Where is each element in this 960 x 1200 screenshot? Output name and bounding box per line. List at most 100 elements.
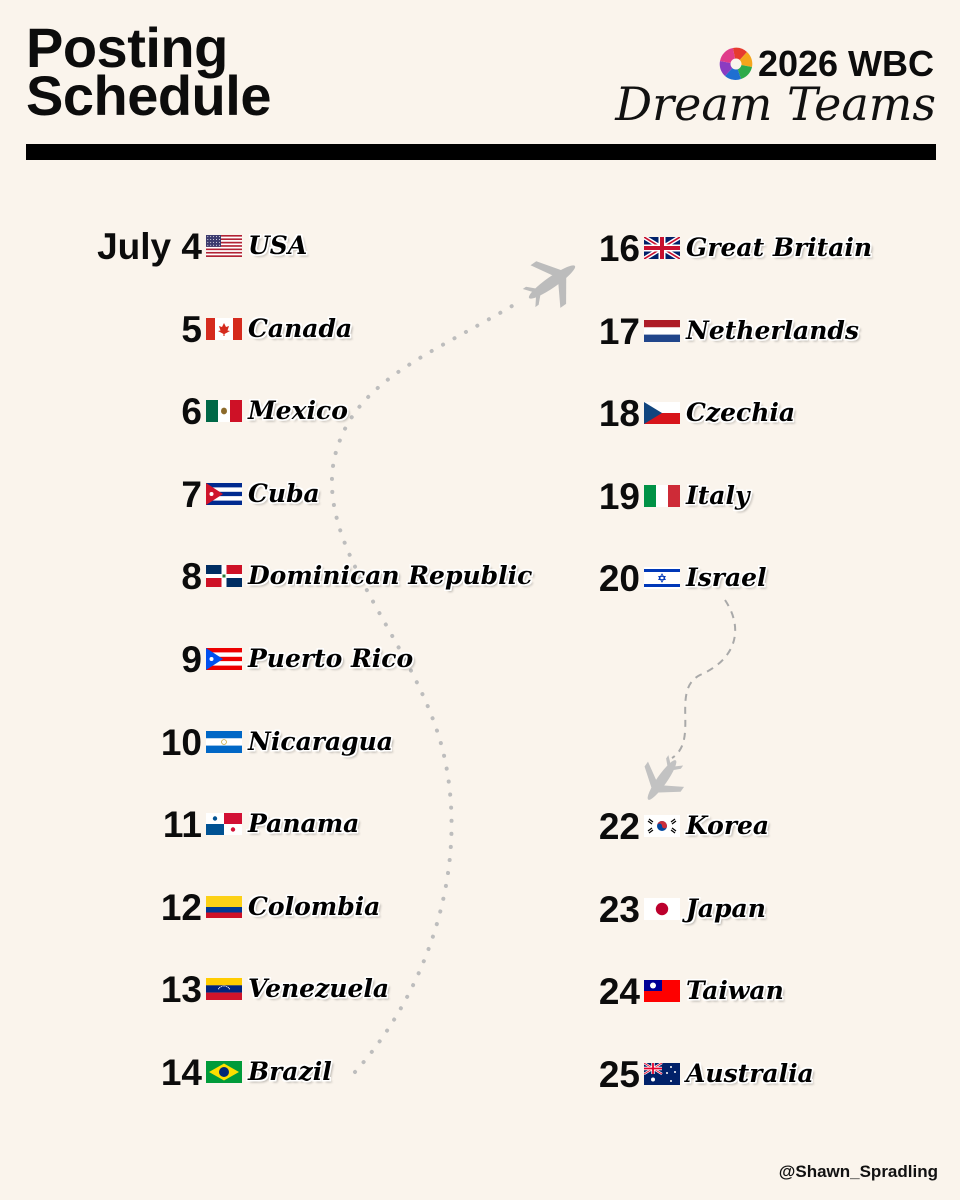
day-number: 25 [598, 1054, 640, 1095]
schedule-row: 19 Italy [0, 474, 960, 520]
team-name: Canada [248, 313, 353, 343]
team-name: Brazil [248, 1057, 332, 1086]
schedule-day: July 4 [0, 224, 202, 270]
venezuela-flag-icon [206, 978, 242, 1001]
day-number: 20 [598, 558, 640, 600]
schedule-row: 6 Mexico [0, 389, 960, 435]
day-number: 19 [598, 475, 640, 517]
day-number: 22 [598, 806, 640, 848]
cuba-flag-icon [206, 482, 242, 505]
team-name: Puerto Rico [248, 644, 414, 673]
day-number: 4 [181, 226, 202, 267]
schedule-day: 10 [0, 720, 202, 766]
schedule-month: July [97, 226, 172, 267]
colombia-flag-icon [206, 895, 242, 918]
schedule-row: 5 Canada [0, 307, 960, 353]
puerto-rico-flag-icon [206, 648, 242, 670]
brand-main-text: 2026 WBC [757, 43, 934, 84]
team-name: USA [248, 231, 308, 260]
schedule-day: 5 [0, 307, 202, 353]
team-name: Mexico [248, 396, 348, 426]
brazil-flag-icon [206, 1061, 242, 1083]
schedule-day: 20 [0, 556, 640, 602]
team-name: Japan [686, 893, 766, 923]
team-name: Dominican Republic [248, 561, 533, 591]
schedule-day: 9 [0, 637, 202, 683]
australia-flag-icon [644, 1063, 680, 1085]
schedule-row: 12 Colombia [0, 885, 960, 931]
team-name: Korea [686, 811, 770, 841]
day-number: 5 [181, 308, 202, 350]
team-name: Australia [686, 1059, 814, 1088]
brand-block: 2026 WBC Dream Teams [606, 40, 936, 130]
italy-flag-icon [644, 484, 680, 507]
schedule-day: 11 [0, 802, 202, 848]
schedule-row: 9 Puerto Rico [0, 637, 960, 683]
nicaragua-flag-icon [206, 730, 242, 753]
day-number: 8 [181, 556, 202, 598]
netherlands-flag-icon [644, 319, 680, 342]
schedule-day: 23 [0, 887, 640, 933]
japan-flag-icon [644, 897, 680, 920]
day-number: 6 [181, 391, 202, 433]
team-name: Great Britain [686, 233, 873, 262]
schedule-day: 8 [0, 554, 202, 600]
wbc-logo-icon [719, 47, 753, 80]
day-number: 10 [160, 721, 202, 763]
day-number: 24 [598, 971, 640, 1013]
schedule-row: 16 Great Britain [0, 226, 960, 272]
team-name: Italy [686, 480, 750, 510]
schedule-day: 22 [0, 804, 640, 850]
day-number: 13 [160, 969, 202, 1011]
schedule-row: 25 Australia [0, 1052, 960, 1098]
team-name: Taiwan [686, 976, 784, 1006]
taiwan-flag-icon [644, 980, 680, 1003]
header-divider [26, 144, 936, 160]
korea-flag-icon [644, 815, 680, 838]
page-title: Posting Schedule [26, 16, 271, 127]
schedule-day: 6 [0, 389, 202, 435]
title-line-2: Schedule [26, 64, 271, 127]
team-name: Panama [248, 809, 360, 839]
schedule-day: 13 [0, 967, 202, 1013]
schedule-row: 14 Brazil [0, 1050, 960, 1096]
schedule-row: 10 Nicaragua [0, 720, 960, 766]
day-number: 11 [162, 804, 202, 846]
day-number: 12 [160, 886, 202, 928]
day-number: 17 [598, 310, 640, 352]
team-name: Cuba [248, 478, 320, 508]
title-line-1: Posting [26, 16, 228, 79]
schedule-row: 13 Venezuela [0, 967, 960, 1013]
author-handle: @Shawn_Spradling [778, 1162, 938, 1181]
schedule-day: 14 [0, 1050, 202, 1096]
mexico-flag-icon [206, 400, 242, 423]
brand-top: 2026 WBC [718, 42, 934, 86]
day-number: 7 [181, 473, 202, 515]
team-name: Venezuela [248, 974, 390, 1004]
schedule-row: 22 Korea [0, 804, 960, 850]
day-number: 18 [598, 393, 640, 435]
day-number: 23 [598, 888, 640, 930]
czechia-flag-icon [644, 402, 680, 425]
schedule-row: 20 Israel [0, 556, 960, 602]
great-britain-flag-icon [644, 237, 680, 259]
schedule-day: 24 [0, 969, 640, 1015]
usa-flag-icon [206, 235, 242, 257]
schedule-day: 19 [0, 474, 640, 520]
schedule-row: 24 Taiwan [0, 969, 960, 1015]
day-number: 9 [181, 639, 202, 680]
schedule-day: 12 [0, 885, 202, 931]
schedule-day: 25 [0, 1052, 640, 1098]
team-name: Nicaragua [248, 726, 393, 756]
day-number: 14 [160, 1052, 202, 1093]
schedule-row: July 4 USA [0, 224, 960, 270]
dominican-republic-flag-icon [206, 565, 242, 588]
team-name: Czechia [686, 398, 796, 428]
schedule-day: 16 [0, 226, 640, 272]
schedule-row: 11 Panama [0, 802, 960, 848]
schedule-row: 18 Czechia [0, 391, 960, 437]
day-number: 16 [598, 228, 640, 269]
schedule-row: 23 Japan [0, 887, 960, 933]
team-name: Israel [686, 563, 767, 593]
team-name: Netherlands [686, 315, 859, 345]
